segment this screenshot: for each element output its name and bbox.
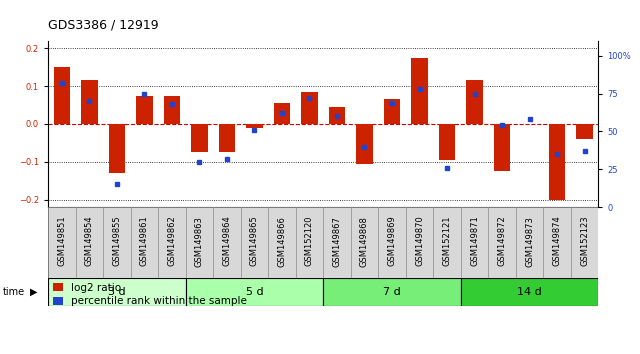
Bar <box>296 207 323 278</box>
Bar <box>268 207 296 278</box>
Bar <box>109 124 125 173</box>
Bar <box>48 207 76 278</box>
Bar <box>241 207 268 278</box>
Text: GSM152121: GSM152121 <box>442 216 452 266</box>
Bar <box>186 207 213 278</box>
Bar <box>136 96 152 124</box>
Text: GSM149868: GSM149868 <box>360 216 369 267</box>
Bar <box>571 207 598 278</box>
Bar <box>543 207 571 278</box>
Text: GSM149865: GSM149865 <box>250 216 259 267</box>
Text: GSM149871: GSM149871 <box>470 216 479 267</box>
Bar <box>549 124 565 200</box>
Text: GSM149874: GSM149874 <box>552 216 562 267</box>
Bar <box>461 207 488 278</box>
Bar <box>81 80 97 124</box>
Bar <box>103 207 131 278</box>
Text: GSM152120: GSM152120 <box>305 216 314 266</box>
Bar <box>54 67 70 124</box>
Bar <box>461 278 598 306</box>
Bar <box>323 207 351 278</box>
Bar <box>467 80 483 124</box>
Text: ▶: ▶ <box>30 287 38 297</box>
Text: GDS3386 / 12919: GDS3386 / 12919 <box>48 19 159 32</box>
Bar <box>356 124 372 164</box>
Bar <box>301 92 317 124</box>
Text: GSM149863: GSM149863 <box>195 216 204 267</box>
Bar <box>191 124 207 152</box>
Bar <box>351 207 378 278</box>
Text: GSM149854: GSM149854 <box>84 216 94 267</box>
Text: GSM149866: GSM149866 <box>277 216 287 267</box>
Text: GSM149873: GSM149873 <box>525 216 534 267</box>
Bar <box>246 124 262 128</box>
Text: GSM149870: GSM149870 <box>415 216 424 267</box>
Bar <box>384 99 400 124</box>
Text: GSM149867: GSM149867 <box>332 216 342 267</box>
Text: GSM149872: GSM149872 <box>497 216 507 267</box>
Bar <box>433 207 461 278</box>
Text: GSM152123: GSM152123 <box>580 216 589 267</box>
Text: 14 d: 14 d <box>517 287 542 297</box>
Bar <box>186 278 323 306</box>
Bar <box>494 124 510 171</box>
Bar <box>158 207 186 278</box>
Bar <box>76 207 103 278</box>
Text: GSM149864: GSM149864 <box>222 216 232 267</box>
Bar <box>378 207 406 278</box>
Bar <box>213 207 241 278</box>
Bar <box>323 278 461 306</box>
Bar <box>131 207 158 278</box>
Text: GSM149862: GSM149862 <box>167 216 177 267</box>
Bar <box>406 207 433 278</box>
Text: 3 d: 3 d <box>108 287 125 297</box>
Bar <box>219 124 235 152</box>
Bar <box>164 96 180 124</box>
Text: GSM149861: GSM149861 <box>140 216 149 267</box>
Text: GSM149851: GSM149851 <box>57 216 67 267</box>
Bar <box>48 278 186 306</box>
Text: time: time <box>3 287 26 297</box>
Text: GSM149869: GSM149869 <box>387 216 397 267</box>
Bar <box>412 58 428 124</box>
Bar <box>577 124 593 139</box>
Bar <box>516 207 543 278</box>
Legend: log2 ratio, percentile rank within the sample: log2 ratio, percentile rank within the s… <box>53 283 247 306</box>
Bar <box>274 103 290 124</box>
Text: 5 d: 5 d <box>246 287 263 297</box>
Bar <box>329 107 345 124</box>
Text: 7 d: 7 d <box>383 287 401 297</box>
Bar <box>488 207 516 278</box>
Bar <box>439 124 455 160</box>
Text: GSM149855: GSM149855 <box>112 216 122 267</box>
